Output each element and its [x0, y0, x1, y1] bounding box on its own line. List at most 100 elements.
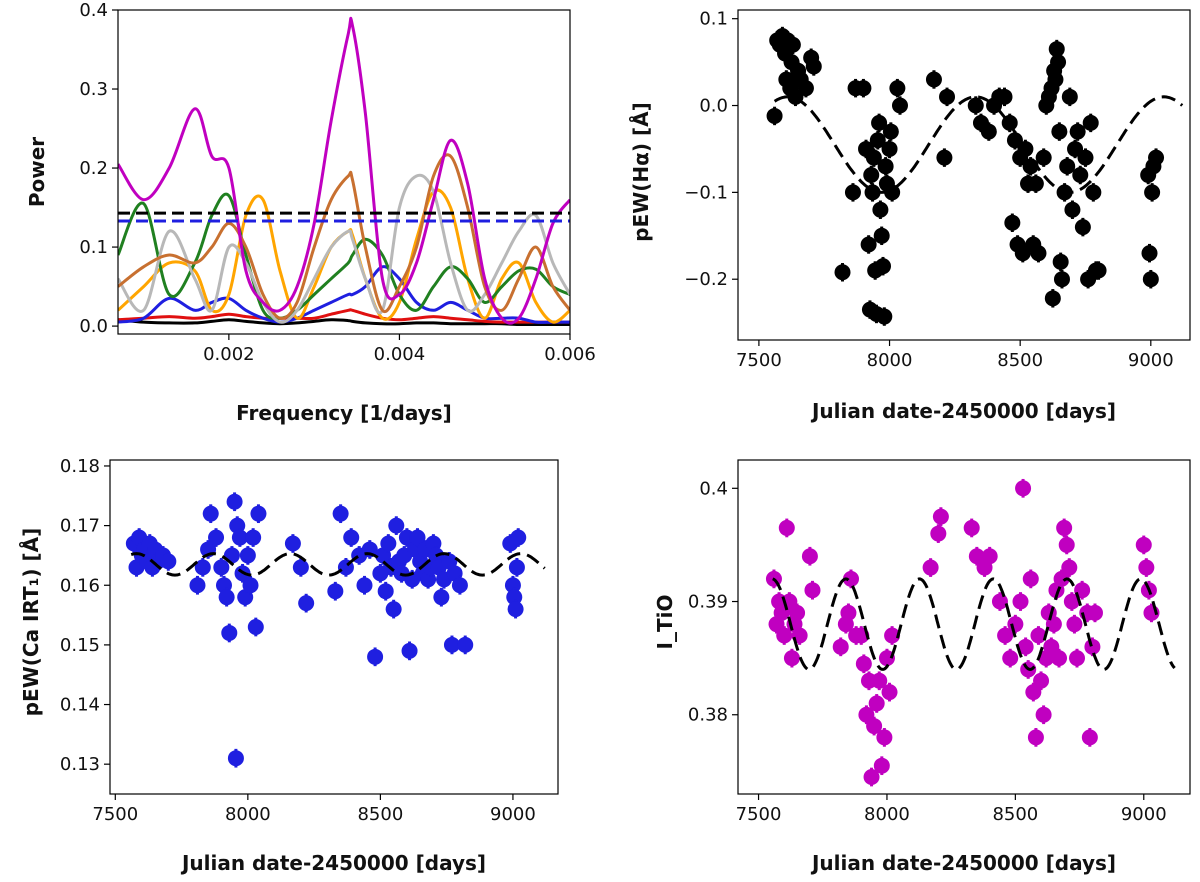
data-point: [858, 706, 875, 723]
data-point: [963, 519, 980, 536]
data-point: [1144, 184, 1161, 201]
series-line-ca-irt: [118, 153, 570, 320]
data-point: [804, 582, 821, 599]
data-point: [1047, 71, 1064, 88]
data-point: [1044, 290, 1061, 307]
series-line-grey: [118, 173, 570, 324]
data-point: [1002, 650, 1019, 667]
tio-axes: 7500 8000 8500 9000 0.38 0.39 0.4: [688, 478, 1167, 825]
data-point: [1059, 158, 1076, 175]
panel-cairt: 7500 8000 8500 9000 0.13 0.14 0.15 0.16 0.17 0.18…: [19, 456, 559, 875]
y-tick-label: 0.0: [699, 96, 728, 117]
data-point: [1052, 253, 1069, 270]
data-point: [865, 149, 882, 166]
x-tick-label: 8000: [225, 804, 271, 825]
data-point: [194, 559, 211, 576]
data-point: [789, 604, 806, 621]
data-point: [878, 650, 895, 667]
data-point: [871, 114, 888, 131]
series-line-red: [118, 308, 570, 324]
periodogram-series: [118, 16, 570, 327]
data-point: [1064, 201, 1081, 218]
data-point: [1135, 536, 1152, 553]
data-point: [801, 548, 818, 565]
data-point: [1056, 519, 1073, 536]
data-point: [876, 308, 893, 325]
y-tick-label: −0.2: [684, 269, 728, 290]
data-point: [1033, 672, 1050, 689]
data-point: [451, 577, 468, 594]
data-point: [967, 97, 984, 114]
y-tick-label: 0.16: [60, 575, 100, 596]
data-point: [1090, 262, 1107, 279]
y-tick-label: 0.4: [699, 478, 728, 499]
x-tick-label: 8500: [997, 350, 1043, 371]
data-point: [925, 71, 942, 88]
data-point: [332, 505, 349, 522]
halpha-ylabel: pEW(Hα) [Å]: [629, 102, 653, 242]
data-point: [1066, 616, 1083, 633]
data-point: [1061, 559, 1078, 576]
halpha-frame: [737, 9, 1191, 341]
data-point: [832, 638, 849, 655]
data-point: [877, 158, 894, 175]
x-tick-label: 8000: [867, 350, 913, 371]
data-point: [997, 627, 1014, 644]
data-point: [1004, 214, 1021, 231]
data-point: [1017, 638, 1034, 655]
data-point: [443, 636, 460, 653]
halpha-axes: 7500 8000 8500 9000 −0.2 −0.1 0.0 0.1: [684, 9, 1173, 371]
data-point: [1045, 616, 1062, 633]
data-point: [208, 529, 225, 546]
data-point: [980, 123, 997, 140]
data-point: [189, 577, 206, 594]
halpha-xlabel: Julian date-2450000 [days]: [810, 399, 1116, 423]
sinusoid-fit: [772, 577, 1176, 672]
data-point: [1072, 167, 1089, 183]
y-tick-label: 0.18: [60, 456, 100, 477]
series-line-green: [118, 192, 570, 320]
data-point: [784, 36, 801, 53]
data-point: [1148, 149, 1165, 166]
tio-points: [765, 478, 1176, 787]
data-point: [284, 535, 301, 552]
data-point: [968, 548, 985, 565]
data-point: [936, 149, 953, 166]
data-point: [922, 559, 939, 576]
series-line-tio: [118, 16, 570, 325]
tio-ylabel: I_TiO: [653, 595, 677, 650]
x-tick-label: 0.002: [203, 344, 255, 365]
data-point: [388, 517, 405, 534]
y-tick-label: 0.14: [60, 695, 100, 716]
data-point: [457, 636, 474, 653]
cairt-xlabel: Julian date-2450000 [days]: [180, 851, 486, 875]
x-tick-label: 7500: [736, 350, 782, 371]
data-point: [776, 627, 793, 644]
y-tick-label: 0.0: [79, 316, 108, 337]
data-point: [869, 132, 886, 149]
data-point: [1081, 729, 1098, 746]
y-tick-label: −0.1: [684, 182, 728, 203]
halpha-points: [766, 26, 1184, 326]
panel-halpha: 7500 8000 8500 9000 −0.2 −0.1 0.0 0.1 Julian da…: [629, 9, 1191, 423]
x-tick-label: 8500: [357, 804, 403, 825]
data-point: [1015, 480, 1032, 497]
periodogram-xlabel: Frequency [1/days]: [236, 401, 452, 425]
cairt-ylabel: pEW(Ca IRT₁) [Å]: [19, 528, 43, 717]
data-point: [1082, 114, 1099, 131]
data-point: [766, 107, 783, 124]
data-point: [1086, 604, 1103, 621]
data-point: [891, 97, 908, 114]
data-point: [1035, 706, 1052, 723]
data-point: [1001, 114, 1018, 131]
data-point: [202, 505, 219, 522]
x-tick-label: 8500: [992, 804, 1038, 825]
data-point: [939, 88, 956, 105]
data-point: [231, 529, 248, 546]
data-point: [871, 672, 888, 689]
x-tick-label: 9000: [490, 804, 536, 825]
data-point: [843, 570, 859, 587]
data-point: [239, 547, 256, 564]
data-point: [863, 167, 880, 183]
data-point: [298, 595, 315, 612]
